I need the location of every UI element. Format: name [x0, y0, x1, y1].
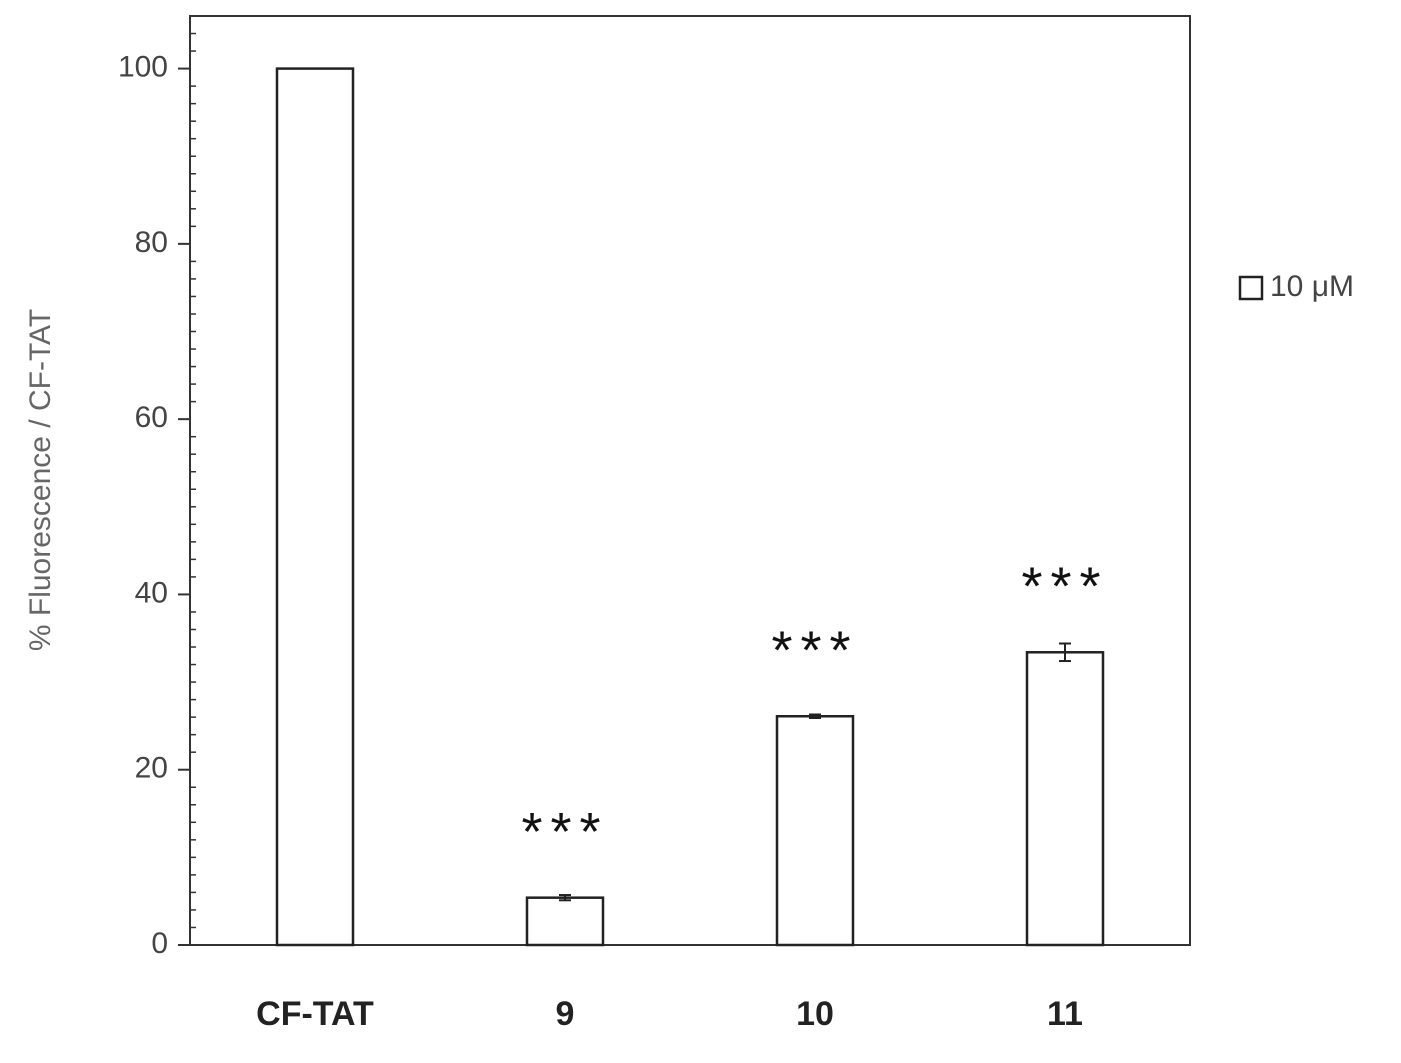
error-bar: [1059, 642, 1071, 663]
bar: [525, 896, 605, 947]
y-tick-label: 80: [135, 226, 168, 259]
bar: [1025, 651, 1105, 947]
x-tick-label: 11: [1047, 995, 1083, 1033]
significance-label: ***: [771, 621, 858, 681]
significance-label: ***: [521, 802, 608, 862]
x-tick-label: 10: [796, 995, 834, 1033]
y-tick-label: 60: [135, 401, 168, 434]
error-bar: [809, 713, 821, 720]
y-axis-label: % Fluorescence / CF-TAT: [24, 309, 57, 651]
bar: [275, 67, 355, 947]
y-tick-label: 0: [151, 927, 168, 960]
error-bar: [559, 894, 571, 902]
x-tick-label: CF-TAT: [256, 995, 374, 1033]
legend-swatch: [1238, 275, 1264, 301]
y-tick-label: 100: [118, 51, 168, 84]
x-tick-label: 9: [556, 995, 575, 1033]
y-tick-label: 20: [135, 752, 168, 785]
y-tick-label: 40: [135, 576, 168, 609]
significance-label: ***: [1021, 557, 1108, 617]
bar: [775, 715, 855, 947]
legend-label: 10 μM: [1270, 270, 1354, 303]
